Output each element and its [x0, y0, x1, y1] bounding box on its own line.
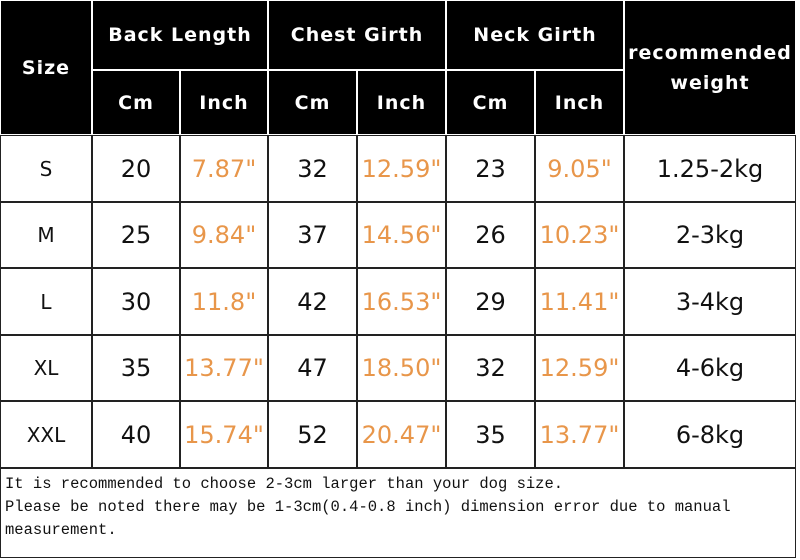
- value-cell: 47: [268, 335, 357, 401]
- value-cell: 52: [268, 401, 357, 468]
- size-cell: XXL: [0, 401, 92, 468]
- value-cell: 12.59": [535, 335, 624, 401]
- weight-cell: 4-6kg: [624, 335, 796, 401]
- value-cell: 35: [446, 401, 535, 468]
- value-cell: 32: [446, 335, 535, 401]
- unit-header: Inch: [535, 70, 624, 135]
- value-cell: 40: [92, 401, 180, 468]
- value-cell: 20.47": [357, 401, 446, 468]
- unit-header: Cm: [268, 70, 357, 135]
- value-cell: 32: [268, 135, 357, 202]
- value-cell: 15.74": [180, 401, 268, 468]
- value-cell: 35: [92, 335, 180, 401]
- value-cell: 11.8": [180, 268, 268, 335]
- value-cell: 18.50": [357, 335, 446, 401]
- group-header: Neck Girth: [446, 0, 624, 70]
- value-cell: 13.77": [180, 335, 268, 401]
- value-cell: 23: [446, 135, 535, 202]
- value-cell: 29: [446, 268, 535, 335]
- weight-cell: 2-3kg: [624, 202, 796, 268]
- value-cell: 11.41": [535, 268, 624, 335]
- weight-header: recommended weight: [624, 0, 796, 135]
- value-cell: 25: [92, 202, 180, 268]
- note: Please be noted there may be 1-3cm(0.4-0…: [5, 498, 731, 539]
- value-cell: 16.53": [357, 268, 446, 335]
- value-cell: 7.87": [180, 135, 268, 202]
- notes: It is recommended to choose 2-3cm larger…: [0, 468, 796, 558]
- value-cell: 10.23": [535, 202, 624, 268]
- unit-header: Inch: [180, 70, 268, 135]
- size-header: Size: [0, 0, 92, 135]
- value-cell: 26: [446, 202, 535, 268]
- value-cell: 37: [268, 202, 357, 268]
- value-cell: 20: [92, 135, 180, 202]
- value-cell: 9.05": [535, 135, 624, 202]
- value-cell: 14.56": [357, 202, 446, 268]
- unit-header: Inch: [357, 70, 446, 135]
- weight-cell: 3-4kg: [624, 268, 796, 335]
- group-header: Chest Girth: [268, 0, 446, 70]
- note: It is recommended to choose 2-3cm larger…: [5, 475, 564, 493]
- value-cell: 12.59": [357, 135, 446, 202]
- weight-cell: 6-8kg: [624, 401, 796, 468]
- size-cell: S: [0, 135, 92, 202]
- value-cell: 30: [92, 268, 180, 335]
- value-cell: 42: [268, 268, 357, 335]
- value-cell: 9.84": [180, 202, 268, 268]
- value-cell: 13.77": [535, 401, 624, 468]
- size-cell: M: [0, 202, 92, 268]
- size-cell: L: [0, 268, 92, 335]
- size-cell: XL: [0, 335, 92, 401]
- weight-cell: 1.25-2kg: [624, 135, 796, 202]
- unit-header: Cm: [446, 70, 535, 135]
- group-header: Back Length: [92, 0, 268, 70]
- unit-header: Cm: [92, 70, 180, 135]
